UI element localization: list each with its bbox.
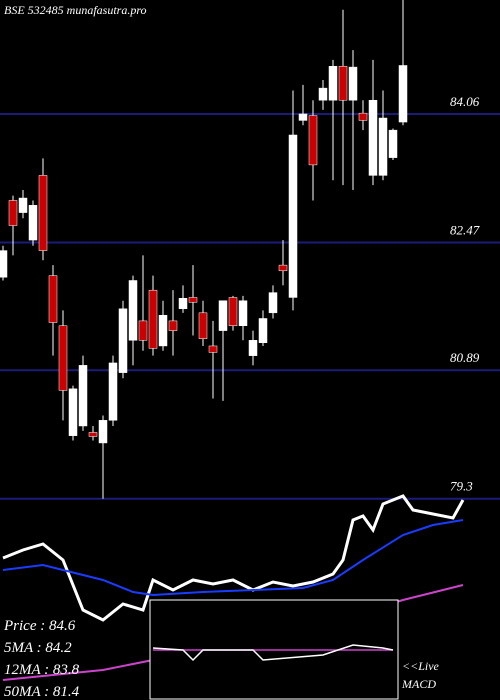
candle-body (98, 420, 108, 444)
candle-body (298, 113, 308, 121)
macd-label: MACD (401, 677, 436, 691)
candle-body (208, 345, 218, 353)
candle-body (0, 250, 8, 278)
candle-body (258, 318, 268, 343)
candle-body (348, 66, 358, 101)
legend-entry: 12MA : 83.8 (4, 662, 80, 678)
candle-body (278, 264, 288, 272)
candle-body (78, 365, 88, 427)
candle-body (308, 115, 318, 166)
candle-body (148, 289, 158, 349)
candle-body (128, 280, 138, 341)
legend-entry: 50MA : 81.4 (4, 684, 80, 700)
candle-body (318, 87, 328, 101)
candle-body (118, 308, 128, 373)
macd-line (152, 644, 394, 662)
candle-body (388, 129, 398, 158)
chart-title: BSE 532485 munafasutra.pro (4, 3, 147, 17)
candle-body (238, 300, 248, 327)
y-tick-label: 80.89 (450, 350, 480, 365)
candle-body (398, 65, 408, 123)
candle-body (8, 200, 18, 226)
candle-body (178, 298, 188, 310)
candle-body (88, 432, 98, 437)
candle-body (198, 312, 208, 339)
y-tick-label: 82.47 (450, 222, 480, 237)
candle-body (188, 297, 198, 303)
candle-body (368, 99, 378, 176)
candle-body (378, 117, 388, 176)
ma-line (2, 494, 465, 622)
legend-entry: 5MA : 84.2 (4, 640, 72, 656)
candle-body (168, 320, 178, 331)
candle-body (338, 66, 348, 101)
candle-body (28, 205, 38, 241)
y-tick-label: 79.3 (450, 479, 473, 494)
candle-body (48, 275, 58, 323)
candle-body (328, 66, 338, 101)
y-tick-label: 84.06 (450, 94, 480, 109)
candle-body (288, 134, 298, 298)
macd-live: <<Live (402, 659, 440, 673)
candle-body (218, 300, 228, 331)
candle-body (68, 388, 78, 436)
candle-body (138, 320, 148, 341)
candle-body (108, 362, 118, 421)
candle-body (18, 197, 28, 213)
candle-body (158, 314, 168, 347)
ma-line (2, 519, 464, 597)
candle-body (58, 325, 68, 391)
candle-body (248, 340, 258, 356)
candle-body (268, 292, 278, 314)
candle-body (228, 297, 238, 327)
candle-body (38, 175, 48, 251)
legend-entry: Price : 84.6 (3, 618, 76, 634)
candle-body (358, 112, 368, 121)
